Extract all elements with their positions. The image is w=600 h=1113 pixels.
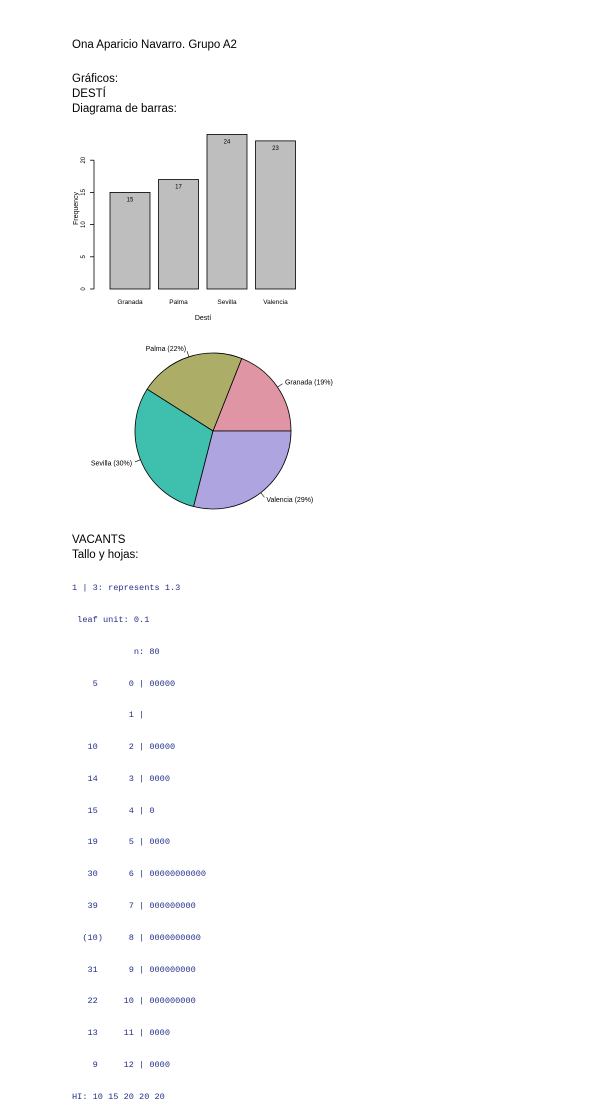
pie-slice — [146, 352, 243, 432]
bar-chart-caption: Diagrama de barras: — [72, 103, 177, 115]
y-tick-label: 0 — [81, 287, 87, 291]
bar-value-label: 15 — [127, 197, 134, 203]
pie-slice-label: Palma (22%) — [146, 346, 186, 353]
bar-value-label: 23 — [272, 146, 279, 152]
y-tick-label: 15 — [81, 188, 87, 195]
stem-row: 10 2 | 00000 — [72, 742, 176, 753]
y-tick-label: 10 — [81, 221, 87, 228]
bar-value-label: 24 — [224, 139, 231, 145]
y-tick-label: 20 — [81, 156, 87, 163]
bar — [109, 192, 151, 290]
stem-row: (10) 8 | 0000000000 — [72, 932, 201, 943]
pie-slice-label: Valencia (29%) — [266, 497, 313, 504]
pie-slice — [212, 357, 292, 432]
pie-slice-label: Sevilla (30%) — [91, 461, 132, 468]
x-category-label: Valencia — [263, 299, 288, 306]
stem-row: 14 3 | 0000 — [72, 773, 170, 784]
stem-row: 31 9 | 000000000 — [72, 964, 196, 975]
bar — [255, 140, 296, 290]
pie-slice-label: Granada (19%) — [285, 380, 333, 387]
stem-header-line: leaf unit: 0.1 — [72, 614, 150, 625]
section-label: Gráficos: — [72, 73, 119, 85]
stem-row: 19 5 | 0000 — [72, 837, 170, 848]
stem-row: 5 0 | 00000 — [72, 678, 176, 689]
stem-row: 39 7 | 000000000 — [72, 901, 196, 911]
stem-header-line: 1 | 3: represents 1.3 — [72, 583, 181, 594]
x-category-label: Sevilla — [217, 299, 237, 306]
stem-row: 15 4 | 0 — [72, 805, 155, 816]
stem-row: 13 11 | 0000 — [72, 1028, 170, 1039]
stem-row: 30 6 | 00000000000 — [72, 869, 207, 880]
y-tick-label: 5 — [81, 254, 87, 258]
bar — [158, 179, 199, 290]
author-line: Ona Aparicio Navarro. Grupo A2 — [72, 39, 237, 51]
pie-leader-line — [277, 383, 283, 388]
variable-desti-heading: DESTÍ — [72, 88, 106, 100]
stem-header-line: n: 80 — [72, 646, 160, 657]
pie-leader-line — [260, 492, 265, 498]
variable-vacants-heading: VACANTS — [72, 534, 126, 546]
bar — [206, 134, 248, 290]
pie-slice — [193, 430, 292, 510]
x-axis-label: Destí — [195, 315, 211, 322]
x-category-label: Granada — [117, 299, 143, 306]
stem-row: 9 12 | 0000 — [72, 1059, 170, 1070]
pie-leader-line — [186, 351, 190, 357]
stem-footer: HI: 10 15 20 20 20 — [72, 1091, 165, 1102]
stem-and-leaf-display: 1 | 3: represents 1.3 leaf unit: 0.1 n: … — [72, 562, 206, 1113]
stem-row: 1 | — [72, 710, 145, 721]
pie-leader-line — [134, 459, 141, 463]
stem-row: 22 10 | 000000000 — [72, 996, 196, 1007]
bar-value-label: 17 — [175, 185, 182, 191]
stem-leaf-caption: Tallo y hojas: — [72, 549, 139, 561]
y-axis-label: Frequency — [73, 191, 80, 225]
pie-chart: Granada (19%) Palma (22%) Sevilla (30%) Val… — [91, 346, 333, 510]
pie-slice — [134, 388, 214, 508]
x-category-label: Palma — [169, 299, 188, 306]
